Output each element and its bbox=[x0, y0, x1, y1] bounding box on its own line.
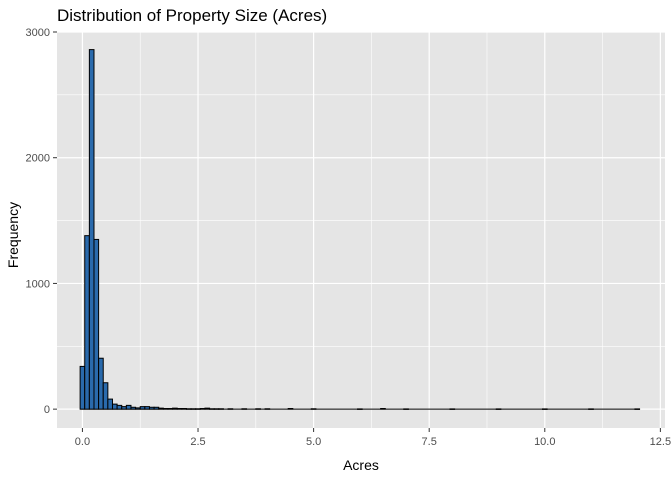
histogram-bar bbox=[130, 406, 137, 410]
histogram-bar bbox=[135, 407, 141, 410]
y-tick-label: 3000 bbox=[26, 27, 50, 39]
histogram-bar bbox=[357, 408, 363, 410]
histogram-bar bbox=[162, 408, 169, 410]
histogram-bar bbox=[588, 408, 594, 410]
histogram-bar bbox=[125, 404, 132, 410]
histogram-bar bbox=[195, 408, 201, 410]
histogram-bar bbox=[102, 382, 109, 410]
histogram-bar bbox=[139, 406, 146, 410]
x-axis-title: Acres bbox=[343, 457, 379, 473]
histogram-bar bbox=[255, 408, 261, 410]
histogram-bar bbox=[209, 408, 215, 410]
histogram-bar bbox=[79, 365, 86, 410]
histogram-bar bbox=[227, 408, 234, 410]
chart-title: Distribution of Property Size (Acres) bbox=[57, 6, 327, 25]
x-tick-label: 12.5 bbox=[650, 436, 671, 448]
histogram-bar bbox=[541, 408, 548, 410]
y-tick-label: 2000 bbox=[26, 153, 50, 165]
histogram-bar bbox=[403, 408, 409, 410]
y-tick-label: 1000 bbox=[26, 278, 50, 290]
histogram-bar bbox=[84, 235, 90, 410]
histogram-bar bbox=[495, 408, 502, 410]
x-tick-label: 10.0 bbox=[534, 436, 555, 448]
histogram-bar bbox=[190, 408, 197, 410]
histogram-bar bbox=[310, 408, 317, 410]
x-tick-label: 7.5 bbox=[422, 436, 437, 448]
plot-panel bbox=[57, 32, 665, 428]
histogram-bar bbox=[93, 238, 100, 410]
histogram-bar bbox=[116, 404, 123, 410]
histogram-bar bbox=[218, 408, 224, 410]
histogram-bar bbox=[121, 406, 127, 410]
histogram-bar bbox=[111, 403, 118, 410]
histogram-bar bbox=[634, 408, 641, 410]
x-axis: 0.0 2.5 5.0 7.5 10.0 12.5 bbox=[75, 428, 671, 448]
histogram-bar bbox=[107, 398, 113, 410]
histogram-bar bbox=[287, 408, 294, 410]
x-tick-label: 2.5 bbox=[190, 436, 205, 448]
histogram-bars bbox=[79, 49, 641, 410]
histogram-bar bbox=[204, 407, 211, 410]
histogram-bar bbox=[144, 406, 150, 410]
histogram-bar bbox=[181, 408, 187, 410]
histogram-bar bbox=[241, 408, 248, 410]
histogram-bar bbox=[199, 408, 206, 410]
histogram-bar bbox=[172, 407, 178, 410]
x-tick-label: 5.0 bbox=[306, 436, 321, 448]
histogram-bar bbox=[158, 407, 164, 410]
histogram-bar bbox=[380, 408, 386, 410]
histogram-bar bbox=[98, 357, 104, 410]
y-axis-title: Frequency bbox=[5, 202, 21, 268]
histogram-bar bbox=[176, 408, 183, 410]
histogram-bar bbox=[264, 408, 271, 410]
histogram-bar bbox=[88, 49, 95, 410]
histogram-bar bbox=[148, 406, 155, 410]
histogram-bar bbox=[153, 406, 160, 410]
histogram-bar bbox=[185, 408, 192, 410]
x-tick-label: 0.0 bbox=[75, 436, 90, 448]
minor-gridlines bbox=[57, 32, 665, 428]
histogram-bar bbox=[213, 408, 220, 410]
y-tick-label: 0 bbox=[44, 404, 50, 416]
histogram-bar bbox=[167, 408, 174, 410]
y-axis: 0 1000 2000 3000 bbox=[26, 27, 57, 416]
histogram-bar bbox=[449, 408, 456, 410]
